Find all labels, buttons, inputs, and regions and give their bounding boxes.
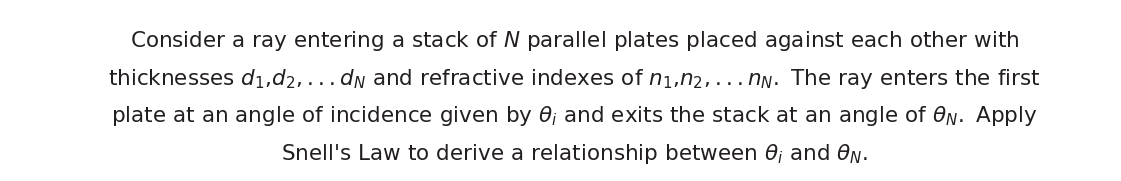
Text: $\mathrm{Consider\ a\ ray\ entering\ a\ stack\ of\ }\mathit{N}\mathrm{\ parallel: $\mathrm{Consider\ a\ ray\ entering\ a\ …: [130, 29, 1019, 53]
Text: $\mathrm{Snell\text{'s}\ Law\ to\ derive\ a\ relationship\ between\ }\theta_{i}\: $\mathrm{Snell\text{'s}\ Law\ to\ derive…: [281, 142, 868, 166]
Text: $\mathrm{plate\ at\ an\ angle\ of\ incidence\ given\ by\ }\theta_{i}\mathrm{\ an: $\mathrm{plate\ at\ an\ angle\ of\ incid…: [111, 104, 1038, 129]
Text: $\mathrm{thicknesses\ }\mathit{d}_{1}\mathrm{,}\mathit{d}_{2}\mathrm{,...}\mathi: $\mathrm{thicknesses\ }\mathit{d}_{1}\ma…: [109, 67, 1040, 91]
